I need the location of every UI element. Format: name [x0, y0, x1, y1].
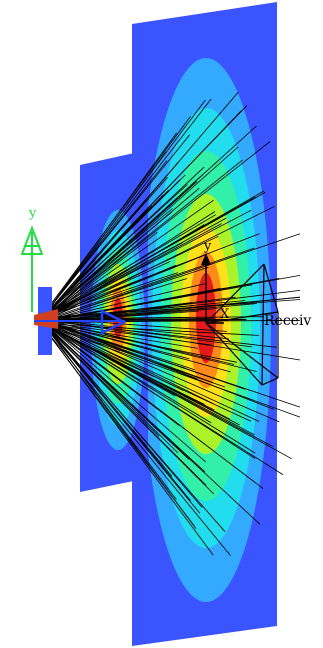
ray-bundle: [39, 91, 301, 556]
ray: [39, 214, 216, 319]
receiver-x-label: X: [220, 307, 230, 322]
ray: [39, 319, 190, 460]
ray: [39, 231, 158, 324]
source-arrow-icon: [100, 308, 127, 336]
ray: [39, 296, 236, 322]
ray: [39, 116, 191, 319]
receiver: y X Receiv: [201, 239, 311, 386]
ray: [39, 319, 231, 373]
ray: [39, 233, 301, 324]
ray: [39, 162, 179, 322]
receiver-y-label: y: [203, 239, 212, 254]
ray: [39, 290, 301, 323]
source-emitter: [34, 309, 58, 329]
global-axis-icon: y: [20, 206, 44, 312]
ray: [39, 317, 214, 405]
ray: [39, 190, 265, 321]
ray: [39, 283, 205, 323]
receiver-pyramid-icon: [205, 263, 279, 386]
ray: [39, 319, 201, 514]
far-screen: [132, 2, 277, 646]
ray: [39, 146, 239, 324]
global-axis-arrowhead: [20, 225, 44, 255]
ray: [39, 141, 271, 323]
ray: [39, 184, 188, 319]
ray: [39, 278, 188, 324]
ray: [39, 174, 186, 319]
ray: [39, 318, 264, 489]
ray: [39, 318, 280, 423]
ray: [39, 322, 214, 556]
ray: [39, 317, 274, 410]
ray: [39, 318, 207, 463]
ray: [39, 209, 252, 321]
ray: [39, 261, 171, 322]
ray: [39, 317, 257, 372]
ray: [39, 181, 198, 324]
receiver-y-arrowhead: [201, 253, 211, 265]
ray: [39, 318, 246, 390]
ray: [39, 235, 219, 321]
ray: [39, 317, 301, 361]
ray: [39, 320, 215, 495]
ray: [39, 318, 203, 508]
ray: [39, 272, 178, 319]
ray: [39, 318, 197, 530]
ray: [39, 318, 256, 454]
ray: [39, 320, 184, 391]
ray: [39, 319, 180, 427]
receiver-label: Receiv: [264, 313, 311, 329]
ray: [39, 98, 212, 321]
ray: [39, 320, 176, 397]
ray: [39, 247, 255, 322]
ray: [39, 319, 256, 460]
ray: [39, 242, 183, 321]
ray: [39, 99, 206, 321]
global-axis-label: y: [28, 206, 37, 221]
ray: [39, 320, 240, 426]
ray: [39, 125, 257, 323]
ray: [39, 299, 301, 320]
ray: [39, 322, 301, 418]
ray: [39, 323, 259, 336]
ray: [39, 287, 225, 324]
ray: [39, 254, 207, 322]
ray: [39, 320, 160, 437]
source: [34, 287, 127, 355]
ray: [39, 187, 200, 324]
ray: [39, 211, 172, 321]
